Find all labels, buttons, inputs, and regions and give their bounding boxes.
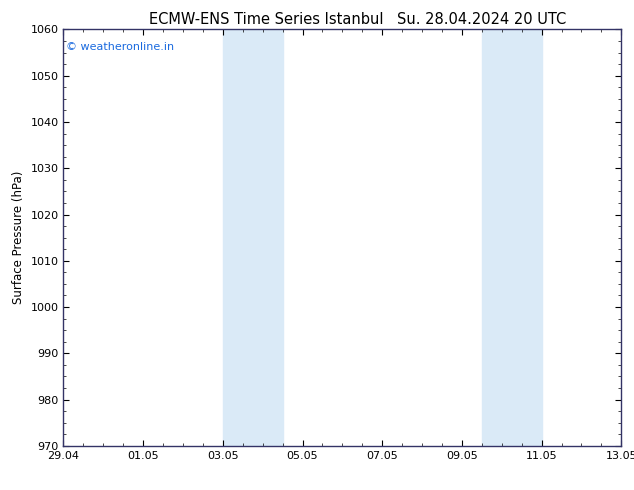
Bar (223, 29, 283, 446)
Text: Su. 28.04.2024 20 UTC: Su. 28.04.2024 20 UTC (398, 12, 566, 27)
Bar (482, 29, 541, 446)
Text: ECMW-ENS Time Series Istanbul: ECMW-ENS Time Series Istanbul (149, 12, 384, 27)
Text: © weatheronline.in: © weatheronline.in (66, 42, 174, 52)
Y-axis label: Surface Pressure (hPa): Surface Pressure (hPa) (12, 171, 25, 304)
